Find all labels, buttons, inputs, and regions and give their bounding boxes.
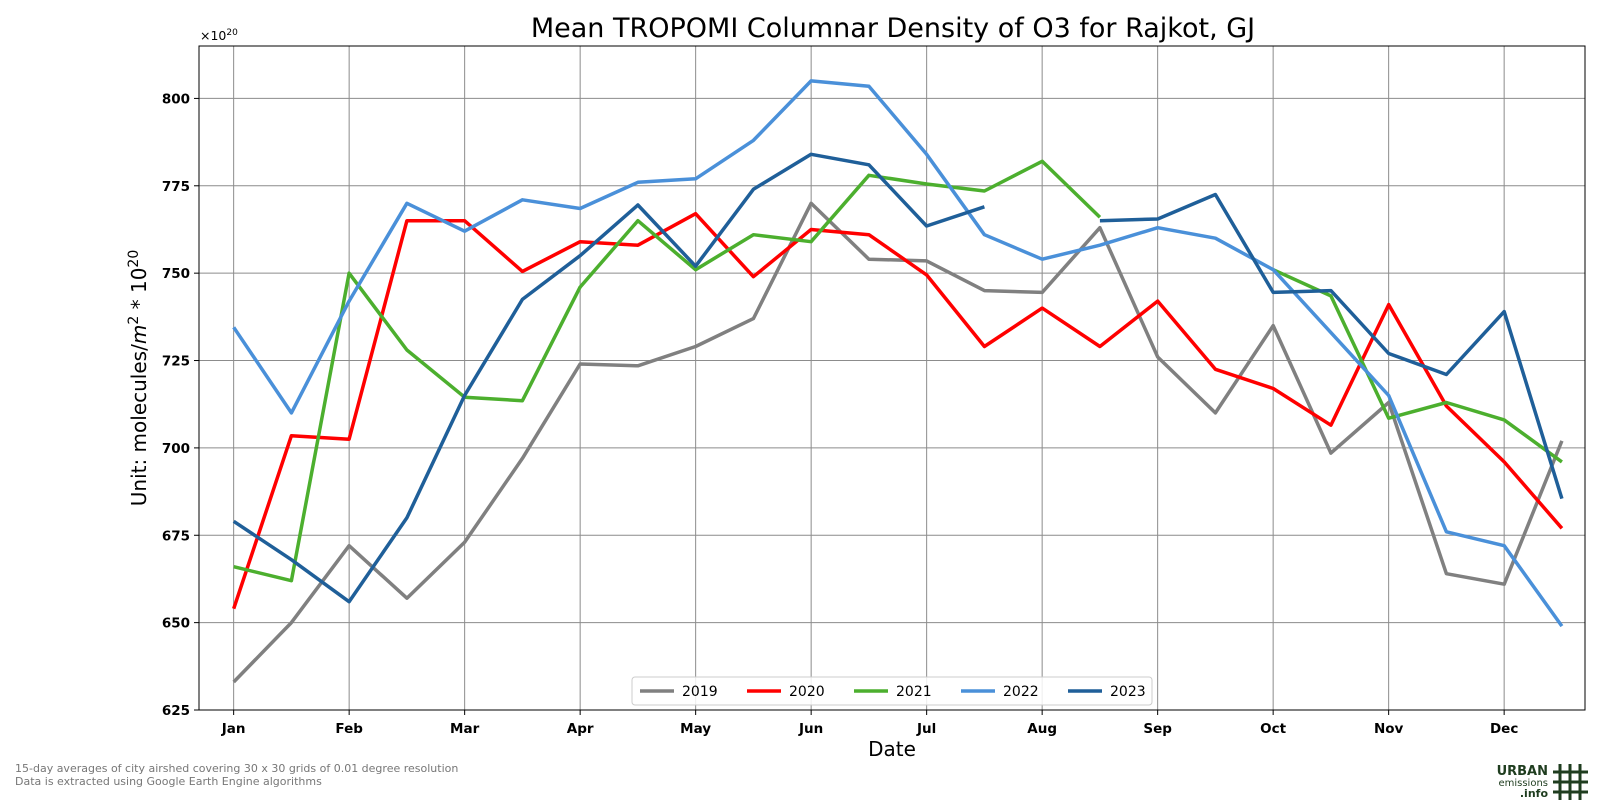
footnote-line-2: Data is extracted using Google Earth Eng… [15, 775, 322, 788]
series-line-2019 [232, 201, 1564, 684]
series-line-2020 [232, 211, 1564, 610]
y-tick-label: 700 [162, 441, 190, 457]
x-tick-label: Feb [335, 721, 363, 737]
legend: 2019 2020 2021 2022 2023 [631, 676, 1153, 706]
legend-box [631, 676, 1153, 706]
x-tick-label: Jul [916, 721, 936, 737]
y-axis-label: Unit: molecules/m2 * 1020 [126, 250, 151, 507]
series-line-2021 [233, 159, 1563, 583]
grid-lines [199, 46, 1585, 711]
plot-frame [198, 45, 1586, 711]
logo-grid-icon [1553, 764, 1588, 800]
y-ticks: 625 650 675 700 725 750 775 800 [162, 91, 199, 719]
x-tick-label: Sep [1143, 721, 1172, 737]
legend-label-2019: 2019 [682, 684, 718, 700]
legend-label-2022: 2022 [1003, 684, 1039, 700]
y-tick-label: 725 [162, 354, 190, 370]
series-line-2022 [232, 79, 1564, 628]
x-tick-label: Dec [1490, 721, 1518, 737]
y-multiplier: ×1020 [200, 28, 238, 43]
x-axis-label: Date [868, 737, 916, 761]
x-tick-label: Jan [221, 721, 246, 737]
legend-label-2020: 2020 [789, 684, 825, 700]
x-tick-label: Oct [1260, 721, 1286, 737]
urbanemissions-logo: URBAN emissions .info [1497, 764, 1588, 800]
x-ticks: Jan Feb Mar Apr May Jun Jul Aug Sep Oct Nov Dec [221, 710, 1518, 737]
footnote-line-1: 15-day averages of city airshed covering… [15, 762, 458, 775]
y-tick-label: 625 [162, 703, 190, 719]
y-tick-label: 775 [162, 179, 190, 195]
logo-text-emissions: emissions [1498, 778, 1548, 789]
x-tick-label: Apr [567, 721, 594, 737]
x-tick-label: Jun [798, 721, 823, 737]
y-tick-label: 675 [162, 528, 190, 544]
x-tick-label: Aug [1027, 721, 1057, 737]
series-lines [232, 79, 1564, 684]
legend-label-2023: 2023 [1110, 684, 1146, 700]
y-tick-label: 800 [162, 91, 190, 107]
series-line-2023 [232, 152, 1564, 604]
x-tick-label: Nov [1374, 721, 1404, 737]
x-tick-label: Mar [450, 721, 480, 737]
logo-text-info: .info [1520, 787, 1549, 800]
chart-title: Mean TROPOMI Columnar Density of O3 for … [531, 13, 1255, 44]
logo-text-urban: URBAN [1497, 764, 1548, 779]
legend-label-2021: 2021 [896, 684, 932, 700]
y-tick-label: 750 [162, 266, 190, 282]
y-tick-label: 650 [162, 616, 190, 632]
x-tick-label: May [680, 721, 711, 737]
